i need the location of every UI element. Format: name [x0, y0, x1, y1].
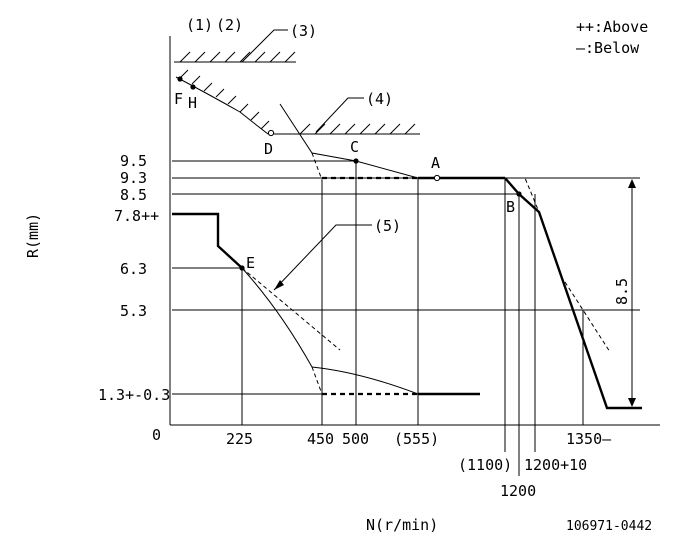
full-load-steep-dashed — [311, 152, 323, 181]
x-tick-225: 225 — [226, 430, 253, 448]
start-fuel-tolerance-dashed — [241, 267, 341, 351]
governor-droop-dashed — [505, 177, 540, 213]
leader-5 — [273, 224, 372, 291]
origin-label: 0 — [152, 426, 161, 444]
x-tick-450: 450 — [307, 430, 334, 448]
legend-above: ++:Above — [576, 18, 648, 36]
start-fuel-steep-dashed — [311, 366, 323, 395]
dimension-arrow-bottom — [628, 398, 636, 407]
annotation-1: (1) — [186, 16, 213, 34]
arrowhead-5 — [274, 280, 284, 290]
point-label-d: D — [264, 140, 273, 158]
point-marker-b — [516, 191, 522, 197]
droop-tolerance-dashed — [564, 281, 611, 353]
y-tick-9-5: 9.5 — [120, 152, 147, 170]
x-axis-label: N(r/min) — [366, 516, 438, 534]
point-marker-e — [239, 265, 245, 271]
leader-4 — [315, 97, 364, 133]
dimension-label: 8.5 — [613, 278, 631, 305]
annotation-2: (2) — [216, 16, 243, 34]
stopper-4-hatch — [268, 123, 420, 135]
figure-code: 106971-0442 — [566, 519, 652, 534]
y-tick-9-3: 9.3 — [120, 169, 147, 187]
point-marker-d — [267, 129, 275, 137]
y-tick-5-3: 5.3 — [120, 302, 147, 320]
point-marker-c — [353, 158, 359, 164]
annotation-3: (3) — [290, 22, 317, 40]
start-fuel-curve — [241, 267, 419, 395]
legend-below: —:Below — [576, 39, 640, 57]
point-label-h: H — [188, 94, 197, 112]
x-tick-1100: (1100) — [458, 456, 512, 474]
y-tick-8-5: 8.5 — [120, 186, 147, 204]
x-tick-555: (555) — [394, 430, 439, 448]
y-tick-6-3: 6.3 — [120, 260, 147, 278]
leader-3 — [241, 29, 288, 63]
y-tick-7-8: 7.8++ — [114, 207, 159, 225]
point-label-a: A — [431, 154, 440, 172]
dimension-arrow-top — [628, 179, 636, 188]
point-label-c: C — [350, 138, 359, 156]
point-marker-a — [433, 174, 441, 182]
x-tick-500: 500 — [342, 430, 369, 448]
full-load-upper-curve — [279, 103, 419, 179]
stopper-3-hatch — [174, 51, 296, 63]
point-label-f: F — [174, 90, 183, 108]
x-tick-1200: 1200 — [500, 482, 536, 500]
point-label-b: B — [506, 198, 515, 216]
start-fuel-step — [172, 212, 243, 269]
y-axis-label: R(mm) — [24, 213, 42, 258]
annotation-4: (4) — [366, 90, 393, 108]
point-marker-h — [190, 84, 196, 90]
annotation-5: (5) — [374, 217, 401, 235]
x-tick-1350: 1350— — [566, 430, 612, 448]
point-marker-f — [177, 76, 183, 82]
point-label-e: E — [246, 254, 255, 272]
y-tick-1-3: 1.3+-0.3 — [98, 386, 170, 404]
x-tick-1200-10: 1200+10 — [524, 456, 587, 474]
